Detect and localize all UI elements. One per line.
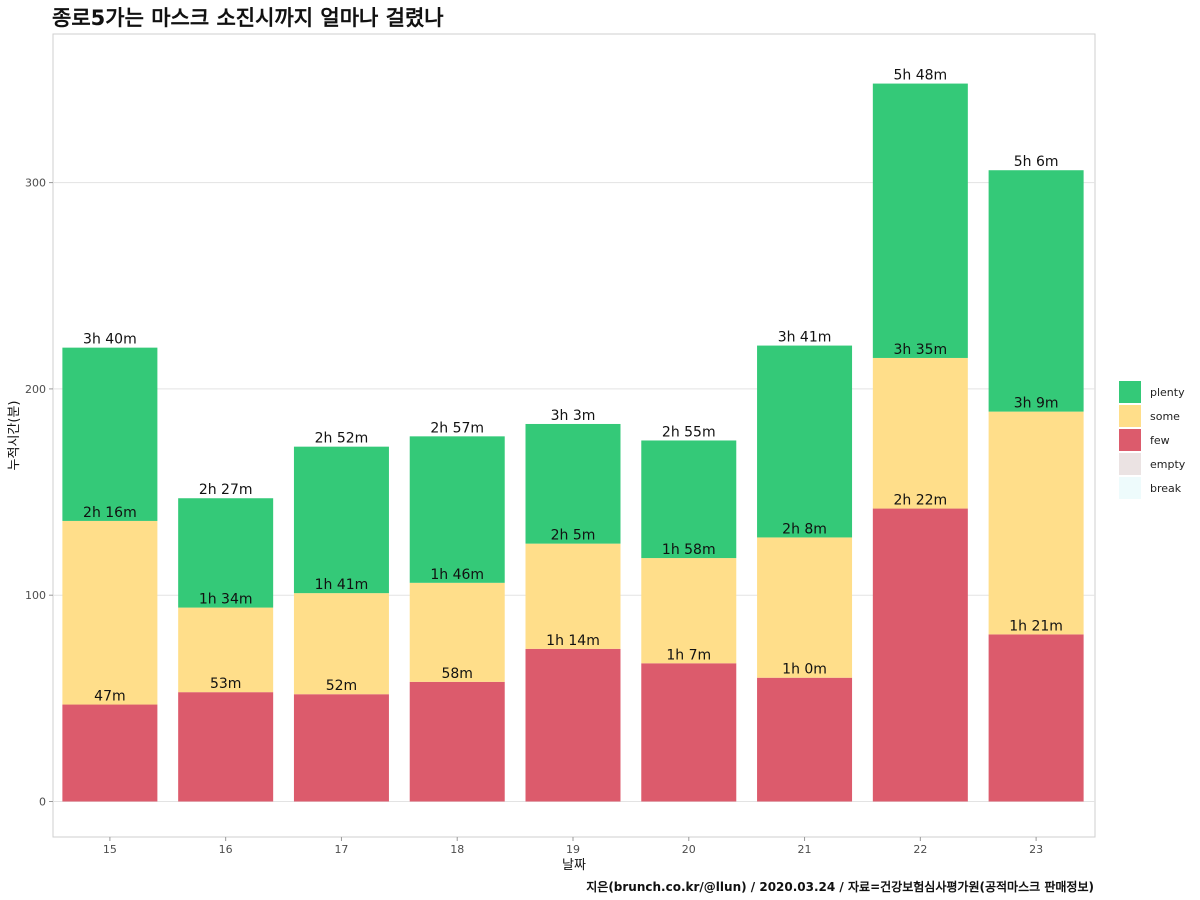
y-tick-label: 300 [25, 177, 46, 190]
bar-segment-few [178, 692, 274, 802]
axes-layer: 0 100 200 300 15 16 17 18 19 20 21 22 23 날짜 누적시간(분) [7, 177, 1043, 873]
bar-label: 3h 3m [551, 408, 596, 424]
x-tick-label: 21 [798, 843, 812, 856]
x-axis-title: 날짜 [562, 858, 586, 873]
bar-segment-plenty [641, 440, 737, 559]
bar-segment-few [988, 634, 1084, 802]
x-tick-label: 15 [103, 843, 117, 856]
bar-label: 5h 48m [893, 68, 947, 84]
bar-label: 3h 40m [83, 332, 137, 348]
legend-key-plenty [1119, 381, 1141, 403]
bar-label: 47m [94, 689, 125, 705]
bar-segment-plenty [293, 446, 389, 594]
x-tick-label: 20 [682, 843, 696, 856]
bar-label: 3h 41m [778, 330, 832, 346]
plot-panel [52, 33, 1096, 838]
bar-label: 2h 5m [551, 528, 596, 544]
bar-label: 52m [326, 678, 357, 694]
bar-label: 1h 41m [315, 577, 369, 593]
bar-labels-layer: 47m 2h 16m 3h 40m 53m 1h 34m 2h 27m 52m 1h 41m 2… [83, 68, 1063, 705]
bar-label: 2h 52m [315, 431, 369, 447]
bar-segment-some [178, 607, 274, 693]
bar-segment-some [872, 357, 968, 509]
x-tick-label: 18 [450, 843, 464, 856]
bar-label: 1h 21m [1009, 618, 1063, 634]
y-axis-title: 누적시간(분) [7, 401, 22, 471]
bar-label: 1h 46m [430, 567, 484, 583]
legend-label: empty [1150, 458, 1186, 471]
bar-label: 2h 27m [199, 482, 253, 498]
bar-label: 2h 8m [782, 521, 827, 537]
x-tick-label: 22 [913, 843, 927, 856]
bar-segment-some [757, 537, 853, 678]
legend-key-few [1119, 429, 1141, 451]
bar-segment-few [872, 508, 968, 802]
x-tick-label: 17 [334, 843, 348, 856]
bar-label: 3h 9m [1014, 396, 1059, 412]
bar-segment-plenty [525, 423, 621, 544]
bar-segment-few [757, 677, 853, 802]
bar-segment-some [525, 543, 621, 649]
bar-segment-some [641, 558, 737, 664]
bar-segment-plenty [409, 436, 505, 583]
bar-label: 1h 14m [546, 633, 600, 649]
bar-label: 2h 55m [662, 424, 716, 440]
bar-label: 1h 0m [782, 662, 827, 678]
y-tick-label: 0 [39, 796, 46, 809]
bar-label: 2h 22m [893, 493, 947, 509]
bar-segment-few [409, 681, 505, 802]
bar-segment-plenty [757, 345, 853, 538]
y-tick-label: 200 [25, 383, 46, 396]
bar-segment-plenty [988, 170, 1084, 412]
chart-title: 종로5가는 마스크 소진시까지 얼마나 걸렸나 [52, 6, 444, 30]
bar-segment-few [293, 694, 389, 802]
bar-label: 53m [210, 676, 241, 692]
bar-label: 2h 16m [83, 505, 137, 521]
bar-segment-plenty [178, 498, 274, 608]
y-tick-label: 100 [25, 589, 46, 602]
bar-segment-some [409, 582, 505, 682]
legend-label: some [1150, 410, 1180, 423]
bar-segment-few [62, 704, 158, 802]
x-tick-label: 19 [566, 843, 580, 856]
bar-label: 58m [441, 666, 472, 682]
legend-key-some [1119, 405, 1141, 427]
legend-key-break [1119, 477, 1141, 499]
bar-label: 1h 7m [666, 647, 711, 663]
bar-segment-some [62, 520, 158, 705]
legend-label: break [1150, 482, 1182, 495]
x-tick-label: 16 [219, 843, 233, 856]
bar-label: 1h 34m [199, 592, 253, 608]
bar-label: 5h 6m [1014, 154, 1059, 170]
bar-label: 1h 58m [662, 542, 716, 558]
x-tick-label: 23 [1029, 843, 1043, 856]
bar-segment-some [293, 593, 389, 695]
legend-label: few [1150, 434, 1170, 447]
legend: plenty some few empty break [1119, 381, 1186, 499]
caption: 지은(brunch.co.kr/@llun) / 2020.03.24 / 자료… [586, 880, 1094, 894]
bar-segment-some [988, 411, 1084, 635]
legend-label: plenty [1150, 386, 1185, 399]
bar-segment-few [525, 648, 621, 802]
bar-segment-plenty [872, 83, 968, 358]
legend-key-empty [1119, 453, 1141, 475]
bars-layer [62, 83, 1084, 802]
bar-segment-plenty [62, 347, 158, 521]
bar-label: 2h 57m [430, 420, 484, 436]
bar-segment-few [641, 663, 737, 802]
bar-label: 3h 35m [893, 342, 947, 358]
